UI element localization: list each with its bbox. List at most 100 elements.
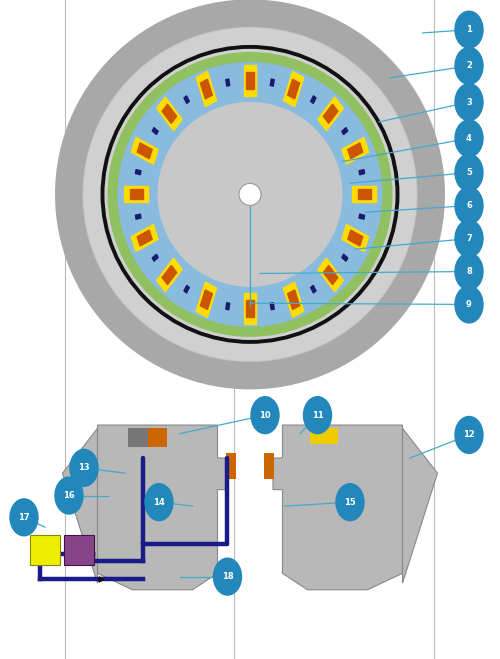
Circle shape <box>304 397 332 434</box>
Text: 6: 6 <box>466 201 472 210</box>
Ellipse shape <box>158 102 342 287</box>
Ellipse shape <box>55 0 445 389</box>
Polygon shape <box>184 96 190 103</box>
Text: 11: 11 <box>312 411 324 420</box>
FancyBboxPatch shape <box>128 428 148 447</box>
Ellipse shape <box>84 28 416 361</box>
Polygon shape <box>136 169 141 175</box>
Text: 5: 5 <box>466 168 472 177</box>
Text: 15: 15 <box>344 498 356 507</box>
Circle shape <box>214 558 242 595</box>
Circle shape <box>455 187 483 224</box>
Polygon shape <box>348 230 363 246</box>
Polygon shape <box>244 65 256 96</box>
Polygon shape <box>132 137 158 164</box>
Text: 13: 13 <box>78 463 90 473</box>
Polygon shape <box>310 285 316 293</box>
Text: 16: 16 <box>63 491 75 500</box>
Polygon shape <box>288 79 300 99</box>
Polygon shape <box>156 97 182 130</box>
Polygon shape <box>359 169 364 175</box>
Polygon shape <box>310 96 316 103</box>
Text: 2: 2 <box>466 61 472 71</box>
Circle shape <box>455 154 483 191</box>
Polygon shape <box>152 254 158 261</box>
FancyBboxPatch shape <box>310 428 338 444</box>
Circle shape <box>55 477 83 514</box>
FancyBboxPatch shape <box>148 428 168 447</box>
Polygon shape <box>284 282 304 318</box>
Polygon shape <box>98 425 227 590</box>
Text: 3: 3 <box>466 98 472 107</box>
Polygon shape <box>130 189 142 200</box>
Polygon shape <box>359 214 364 219</box>
Ellipse shape <box>82 27 417 362</box>
Text: 12: 12 <box>463 430 475 440</box>
Polygon shape <box>358 189 370 200</box>
Polygon shape <box>196 71 216 107</box>
Circle shape <box>455 286 483 323</box>
Text: 7: 7 <box>466 234 472 243</box>
Polygon shape <box>342 128 347 134</box>
Circle shape <box>455 84 483 121</box>
Polygon shape <box>270 302 274 310</box>
Polygon shape <box>318 258 344 292</box>
Polygon shape <box>152 128 158 134</box>
Circle shape <box>10 499 38 536</box>
Polygon shape <box>200 79 212 99</box>
Polygon shape <box>244 293 256 324</box>
Polygon shape <box>246 300 254 317</box>
Circle shape <box>455 11 483 48</box>
Polygon shape <box>162 104 176 123</box>
Ellipse shape <box>118 62 382 327</box>
FancyBboxPatch shape <box>264 453 274 479</box>
Polygon shape <box>162 266 176 285</box>
Text: 17: 17 <box>18 513 30 522</box>
FancyBboxPatch shape <box>64 535 94 565</box>
Polygon shape <box>226 302 230 310</box>
Circle shape <box>70 449 98 486</box>
Text: 9: 9 <box>466 300 472 309</box>
Polygon shape <box>270 79 274 86</box>
Polygon shape <box>226 79 230 86</box>
Text: 14: 14 <box>153 498 165 507</box>
Polygon shape <box>137 143 152 159</box>
Polygon shape <box>342 137 368 164</box>
Polygon shape <box>284 71 304 107</box>
Circle shape <box>455 220 483 257</box>
Polygon shape <box>137 230 152 246</box>
Polygon shape <box>273 425 402 590</box>
Polygon shape <box>402 428 438 583</box>
Polygon shape <box>200 290 212 310</box>
Polygon shape <box>318 97 344 130</box>
Text: 4: 4 <box>466 134 472 143</box>
Polygon shape <box>132 225 158 252</box>
Circle shape <box>455 120 483 157</box>
Text: 18: 18 <box>222 572 234 581</box>
Text: 10: 10 <box>259 411 271 420</box>
Polygon shape <box>184 285 190 293</box>
Polygon shape <box>324 266 338 285</box>
Circle shape <box>455 416 483 453</box>
Polygon shape <box>342 225 368 252</box>
Polygon shape <box>352 186 376 202</box>
Polygon shape <box>246 72 254 89</box>
Ellipse shape <box>108 52 393 337</box>
Polygon shape <box>136 214 141 219</box>
Polygon shape <box>62 428 98 583</box>
Circle shape <box>145 484 173 521</box>
Polygon shape <box>342 254 347 261</box>
Text: 1: 1 <box>466 25 472 34</box>
Circle shape <box>455 253 483 290</box>
Polygon shape <box>196 282 216 318</box>
Ellipse shape <box>239 183 261 206</box>
Text: 8: 8 <box>466 267 472 276</box>
Circle shape <box>336 484 364 521</box>
Polygon shape <box>156 258 182 292</box>
Circle shape <box>455 47 483 84</box>
Polygon shape <box>288 290 300 310</box>
Polygon shape <box>124 186 148 202</box>
Polygon shape <box>324 104 338 123</box>
FancyBboxPatch shape <box>30 535 60 565</box>
Circle shape <box>251 397 279 434</box>
